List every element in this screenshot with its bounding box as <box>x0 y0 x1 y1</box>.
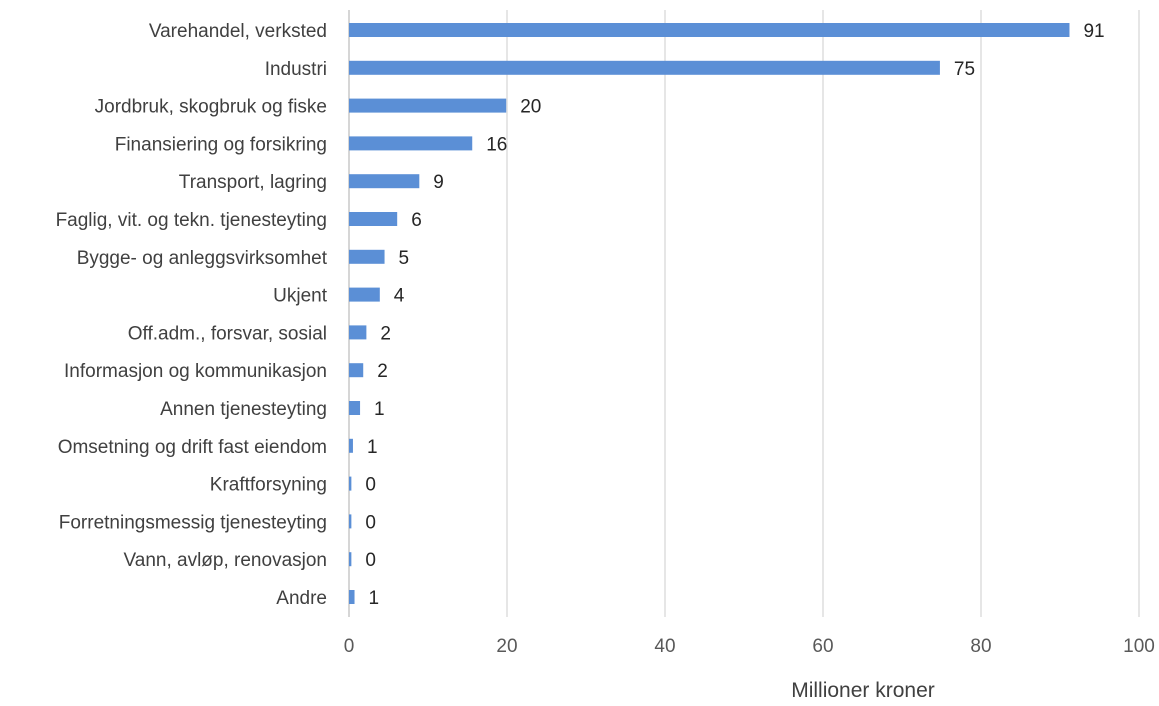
data-label: 1 <box>374 399 385 420</box>
bar <box>349 590 355 604</box>
bar <box>349 552 352 567</box>
data-label: 91 <box>1083 21 1104 42</box>
category-label: Andre <box>276 588 327 609</box>
bar <box>349 363 364 378</box>
data-label: 6 <box>411 210 422 231</box>
category-label: Forretningsmessig tjenesteyting <box>59 512 327 533</box>
data-label: 2 <box>377 361 388 382</box>
category-label: Industri <box>265 59 327 80</box>
x-tick-label: 80 <box>970 636 991 657</box>
bar <box>349 514 352 529</box>
bar <box>349 60 940 75</box>
category-label: Faglig, vit. og tekn. tjenesteyting <box>56 210 327 231</box>
bar <box>349 325 367 340</box>
data-label: 0 <box>365 550 376 571</box>
bar <box>349 287 380 302</box>
x-tick-label: 40 <box>654 636 675 657</box>
bar <box>349 174 420 189</box>
data-label: 2 <box>380 323 391 344</box>
x-tick-label: 0 <box>344 636 355 657</box>
bar <box>349 401 361 415</box>
x-tick-labels: 0 20 40 60 80 100 <box>344 636 1155 657</box>
data-label: 4 <box>394 286 405 307</box>
category-label: Finansiering og forsikring <box>115 134 327 155</box>
category-label: Omsetning og drift fast eiendom <box>58 437 327 458</box>
bar <box>349 438 353 453</box>
x-tick-label: 100 <box>1123 636 1155 657</box>
category-label: Ukjent <box>273 286 328 307</box>
data-label: 1 <box>369 588 380 609</box>
category-label: Jordbruk, skogbruk og fiske <box>95 97 327 118</box>
category-label: Transport, lagring <box>179 172 327 193</box>
category-label: Annen tjenesteyting <box>160 399 327 420</box>
category-labels: Varehandel, verksted Industri Jordbruk, sk… <box>56 21 328 609</box>
data-label: 0 <box>365 475 376 496</box>
data-label: 16 <box>486 134 507 155</box>
data-label: 20 <box>520 97 541 118</box>
data-label: 75 <box>954 59 975 80</box>
category-label: Informasjon og kommunikasjon <box>64 361 327 382</box>
x-axis-title: Millioner kroner <box>791 679 935 702</box>
data-label: 0 <box>365 512 376 533</box>
bar <box>349 98 507 113</box>
bars <box>349 23 1070 604</box>
bar <box>349 136 473 151</box>
data-label: 9 <box>433 172 444 193</box>
category-label: Vann, avløp, renovasjon <box>124 550 328 571</box>
bar <box>349 476 352 491</box>
x-tick-label: 60 <box>812 636 833 657</box>
category-label: Bygge- og anleggsvirksomhet <box>77 248 328 269</box>
x-tick-label: 20 <box>496 636 517 657</box>
bar <box>349 212 398 226</box>
data-label: 1 <box>367 437 378 458</box>
bar <box>349 249 385 264</box>
category-label: Varehandel, verksted <box>149 21 327 42</box>
bar <box>349 23 1070 37</box>
category-label: Off.adm., forsvar, sosial <box>128 323 327 344</box>
category-label: Kraftforsyning <box>210 475 327 496</box>
data-label: 5 <box>399 248 410 269</box>
